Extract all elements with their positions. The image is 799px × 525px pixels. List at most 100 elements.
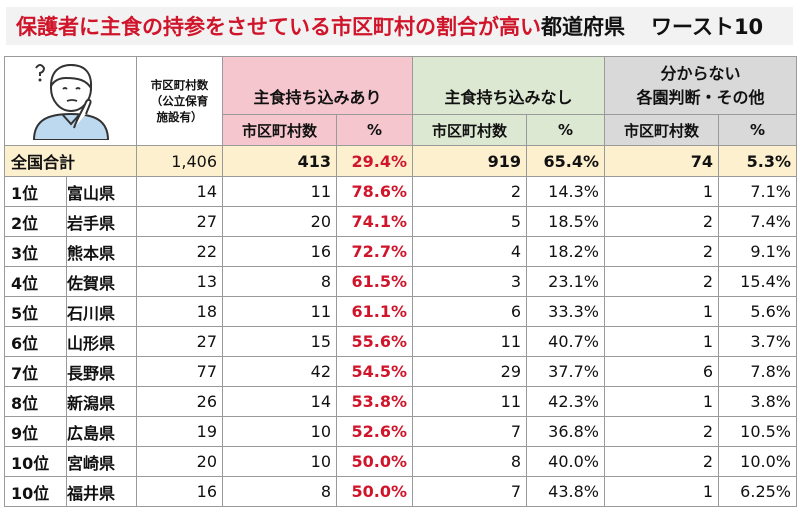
other-pct-cell: 5.6% (718, 296, 797, 327)
muni-count-cell: 19 (136, 416, 223, 447)
other-count-cell: 2 (604, 206, 719, 237)
yes-count-cell: 10 (222, 446, 337, 477)
other-count-cell: 1 (604, 326, 719, 357)
no-pct-cell: 33.3% (526, 296, 605, 327)
muni-header-line1: 市区町村数 (150, 78, 209, 92)
total-other-count: 74 (604, 145, 719, 177)
yes-pct-cell: 61.5% (336, 266, 413, 297)
other-count-cell: 1 (604, 386, 719, 417)
no-pct-cell: 43.8% (526, 476, 605, 507)
yes-count-cell: 11 (222, 176, 337, 207)
no-pct-cell: 14.3% (526, 176, 605, 207)
other-pct-cell: 3.7% (718, 326, 797, 357)
total-yes-pct: 29.4% (336, 145, 413, 177)
no-pct-cell: 23.1% (526, 266, 605, 297)
other-pct-cell: 7.1% (718, 176, 797, 207)
rank-cell: 10位 (4, 446, 67, 477)
other-pct-cell: 15.4% (718, 266, 797, 297)
table-row: 1位 富山県 14 11 78.6% 2 14.3% 1 7.1% (4, 176, 797, 207)
group-no-header: 主食持ち込みなし (412, 56, 605, 115)
no-count-cell: 7 (412, 416, 527, 447)
rank-cell: 1位 (4, 176, 67, 207)
prefecture-cell: 熊本県 (66, 236, 137, 267)
no-count-cell: 11 (412, 326, 527, 357)
no-count-cell: 2 (412, 176, 527, 207)
muni-header-line3: 施設有） (156, 110, 203, 124)
other-count-cell: 2 (604, 236, 719, 267)
table-row: 10位 福井県 16 8 50.0% 7 43.8% 1 6.25% (4, 476, 797, 507)
total-yes-count: 413 (222, 145, 337, 177)
yes-count-cell: 14 (222, 386, 337, 417)
yes-pct-cell: 53.8% (336, 386, 413, 417)
table-row: 7位 長野県 77 42 54.5% 29 37.7% 6 7.8% (4, 356, 797, 387)
no-count-cell: 8 (412, 446, 527, 477)
yes-pct-header: % (336, 114, 413, 146)
muni-count-cell: 14 (136, 176, 223, 207)
muni-count-cell: 27 (136, 206, 223, 237)
yes-count-cell: 8 (222, 476, 337, 507)
other-count-cell: 1 (604, 176, 719, 207)
rank-cell: 8位 (4, 386, 67, 417)
muni-count-cell: 20 (136, 446, 223, 477)
muni-count-cell: 27 (136, 326, 223, 357)
other-count-header: 市区町村数 (604, 114, 719, 146)
prefecture-cell: 広島県 (66, 416, 137, 447)
yes-pct-cell: 50.0% (336, 446, 413, 477)
table-row: 4位 佐賀県 13 8 61.5% 3 23.1% 2 15.4% (4, 266, 797, 297)
muni-header-line2: （公立保育 (150, 94, 209, 108)
title-bar: 保護者に主食の持参をさせている市区町村の割合が高い 都道府県 ワースト10 (6, 7, 793, 45)
group-other-header: 分からない 各園判断・その他 (604, 56, 797, 115)
rank-cell: 10位 (4, 476, 67, 507)
no-pct-cell: 36.8% (526, 416, 605, 447)
table-row: 10位 宮崎県 20 10 50.0% 8 40.0% 2 10.0% (4, 446, 797, 477)
other-pct-cell: 9.1% (718, 236, 797, 267)
table-row: 5位 石川県 18 11 61.1% 6 33.3% 1 5.6% (4, 296, 797, 327)
table-row: 3位 熊本県 22 16 72.7% 4 18.2% 2 9.1% (4, 236, 797, 267)
muni-count-cell: 13 (136, 266, 223, 297)
muni-count-cell: 22 (136, 236, 223, 267)
other-count-cell: 2 (604, 266, 719, 297)
prefecture-cell: 石川県 (66, 296, 137, 327)
thinking-person-icon (32, 63, 109, 141)
rank-cell: 4位 (4, 266, 67, 297)
other-pct-cell: 7.8% (718, 356, 797, 387)
muni-count-header: 市区町村数 （公立保育 施設有） (136, 56, 223, 146)
rank-cell: 7位 (4, 356, 67, 387)
prefecture-cell: 福井県 (66, 476, 137, 507)
other-pct-cell: 3.8% (718, 386, 797, 417)
yes-count-header: 市区町村数 (222, 114, 337, 146)
no-count-cell: 4 (412, 236, 527, 267)
other-pct-cell: 6.25% (718, 476, 797, 507)
no-count-cell: 11 (412, 386, 527, 417)
other-count-cell: 2 (604, 416, 719, 447)
prefecture-cell: 新潟県 (66, 386, 137, 417)
table-row: 9位 広島県 19 10 52.6% 7 36.8% 2 10.5% (4, 416, 797, 447)
yes-pct-cell: 54.5% (336, 356, 413, 387)
muni-count-cell: 16 (136, 476, 223, 507)
other-pct-cell: 10.0% (718, 446, 797, 477)
no-count-cell: 7 (412, 476, 527, 507)
group-yes-header: 主食持ち込みあり (222, 56, 413, 115)
total-row: 全国合計 1,406 413 29.4% 919 65.4% 74 5.3% (4, 145, 797, 177)
table-row: 6位 山形県 27 15 55.6% 11 40.7% 1 3.7% (4, 326, 797, 357)
no-count-cell: 6 (412, 296, 527, 327)
no-pct-cell: 18.2% (526, 236, 605, 267)
yes-pct-cell: 50.0% (336, 476, 413, 507)
group-other-line1: 分からない (660, 63, 741, 83)
prefecture-cell: 宮崎県 (66, 446, 137, 477)
ranking-table: 市区町村数 （公立保育 施設有） 主食持ち込みあり 主食持ち込みなし 分からない… (4, 56, 797, 507)
yes-count-cell: 42 (222, 356, 337, 387)
other-count-cell: 1 (604, 296, 719, 327)
prefecture-cell: 富山県 (66, 176, 137, 207)
total-other-pct: 5.3% (718, 145, 797, 177)
person-icon-cell (4, 56, 137, 146)
title-suffix: 都道府県 (541, 15, 625, 39)
muni-count-cell: 18 (136, 296, 223, 327)
total-label: 全国合計 (4, 145, 137, 177)
table-row: 8位 新潟県 26 14 53.8% 11 42.3% 1 3.8% (4, 386, 797, 417)
other-count-cell: 2 (604, 446, 719, 477)
rank-cell: 9位 (4, 416, 67, 447)
no-count-header: 市区町村数 (412, 114, 527, 146)
total-no-count: 919 (412, 145, 527, 177)
other-pct-header: % (718, 114, 797, 146)
